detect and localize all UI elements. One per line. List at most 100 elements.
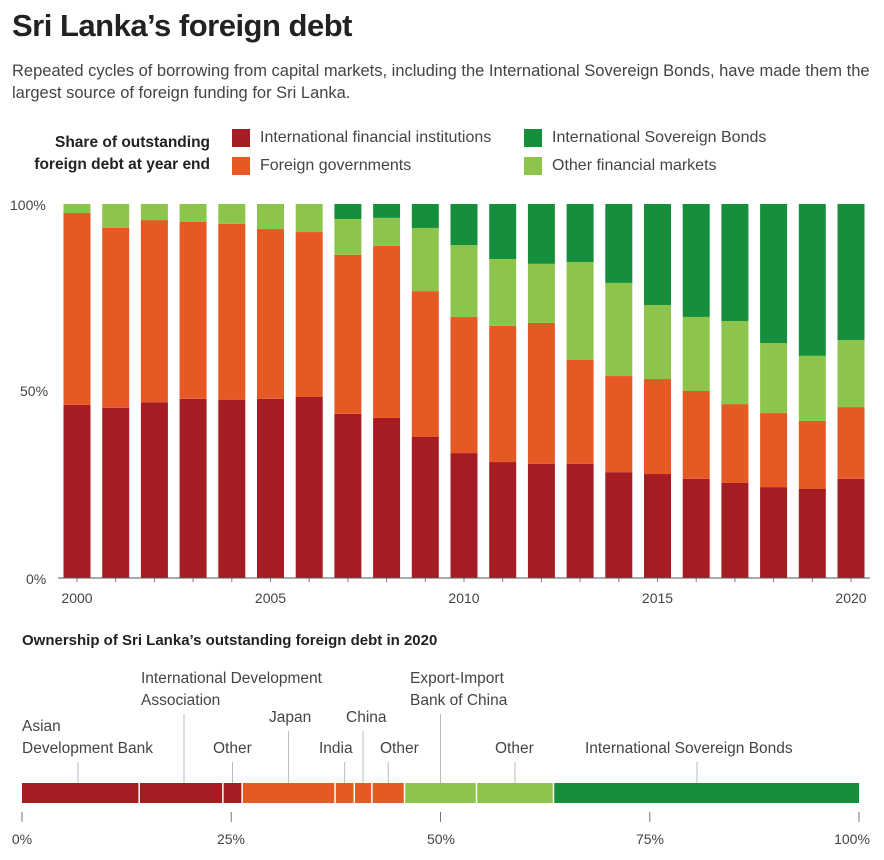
bar-isb-2010	[450, 204, 478, 246]
y-tick-label: 100%	[10, 197, 46, 213]
bar-ofm-2014	[605, 282, 633, 377]
bar-fg-2004	[218, 223, 246, 400]
segment-asian-development-bank	[22, 783, 140, 803]
segment-label-line: Other	[495, 740, 534, 757]
bar-ifi-2012	[527, 463, 555, 578]
bar-ofm-2007	[334, 218, 362, 255]
segment-label: Other	[380, 738, 419, 760]
bar-ifi-2003	[179, 398, 207, 578]
bar-fg-2012	[527, 322, 555, 464]
segment-label-line: Bank of China	[410, 692, 508, 709]
bar-fg-2016	[682, 391, 710, 479]
section-title: Ownership of Sri Lanka’s outstanding for…	[22, 632, 438, 649]
bar-fg-2001	[102, 227, 130, 408]
bar-fg-2011	[489, 325, 517, 463]
legend-swatch	[524, 157, 542, 175]
segment-india	[335, 783, 355, 803]
x-tick-label: 25%	[217, 831, 245, 847]
segment-label: Asian Development Bank	[22, 716, 153, 760]
bar-ifi-2017	[721, 483, 749, 578]
x-tick-label: 2000	[61, 590, 92, 606]
bar-fg-2019	[798, 420, 826, 489]
bar-ofm-2018	[760, 343, 788, 414]
legend-item-isb: International Sovereign Bonds	[524, 129, 766, 147]
segment-label-line: International Sovereign Bonds	[585, 740, 793, 757]
segment-label: China	[346, 707, 387, 729]
segment-label: India	[319, 738, 353, 760]
bar-ifi-2013	[566, 463, 594, 578]
bar-ofm-2004	[218, 204, 246, 224]
chart-title: Share of outstanding foreign debt at yea…	[14, 132, 210, 176]
bar-isb-2007	[334, 204, 362, 219]
bar-fg-2015	[644, 379, 671, 475]
segment-label-line: Asian	[22, 718, 61, 735]
bar-ofm-2011	[489, 258, 517, 326]
x-tick-label: 2015	[642, 590, 673, 606]
segment-other	[476, 783, 554, 803]
bar-ofm-2012	[527, 263, 555, 323]
bar-ofm-2019	[798, 355, 826, 421]
bar-ofm-2017	[721, 321, 749, 405]
bar-ofm-2016	[682, 316, 710, 391]
bar-ifi-2018	[760, 487, 788, 578]
page-title: Sri Lanka’s foreign debt	[12, 8, 352, 43]
segment-label-line: International Development	[141, 670, 322, 687]
legend-label: Foreign governments	[260, 157, 412, 174]
segment-label-line: India	[319, 740, 353, 757]
bar-fg-2018	[760, 413, 788, 488]
bar-isb-2014	[605, 204, 633, 283]
bar-fg-2006	[295, 232, 323, 397]
legend-item-ifi: International financial institutions	[232, 129, 491, 147]
segment-label-line: Other	[380, 740, 419, 757]
legend-label: Other financial markets	[552, 157, 717, 174]
bar-ofm-2020	[837, 340, 865, 408]
x-tick-label: 100%	[834, 831, 870, 847]
segment-export-import-bank-of-china	[404, 783, 477, 803]
bar-ifi-2000	[63, 404, 91, 578]
bar-ifi-2016	[682, 478, 710, 578]
bar-fg-2009	[411, 291, 439, 438]
segment-label-line: Association	[141, 692, 221, 709]
x-tick-label: 2010	[448, 590, 479, 606]
bar-ofm-2013	[566, 261, 594, 360]
bar-ofm-2000	[63, 204, 91, 213]
bar-ifi-2020	[837, 478, 865, 578]
bar-fg-2014	[605, 376, 633, 473]
bar-ifi-2004	[218, 399, 246, 578]
x-tick-label: 2005	[255, 590, 286, 606]
bar-fg-2008	[373, 245, 401, 418]
segment-label: International Development Association	[141, 668, 322, 712]
bar-isb-2019	[798, 204, 826, 356]
bar-ifi-2007	[334, 413, 362, 578]
legend-item-fg: Foreign governments	[232, 157, 411, 175]
bar-fg-2002	[140, 220, 168, 403]
segment-label-line: Japan	[269, 709, 312, 726]
bar-ofm-2005	[257, 204, 284, 230]
chart-title-line: foreign debt at year end	[34, 156, 210, 173]
segment-china	[354, 783, 372, 803]
legend-label: International Sovereign Bonds	[552, 129, 767, 146]
bar-ifi-2014	[605, 472, 633, 578]
bar-isb-2018	[760, 204, 788, 344]
bar-fg-2017	[721, 404, 749, 484]
legend-label: International financial institutions	[260, 129, 492, 146]
bar-ofm-2006	[295, 204, 323, 233]
bar-fg-2007	[334, 254, 362, 414]
bar-ifi-2010	[450, 453, 478, 578]
x-tick-label: 2020	[835, 590, 866, 606]
bar-isb-2013	[566, 204, 594, 262]
bar-isb-2011	[489, 204, 517, 259]
segment-label: Export-Import Bank of China	[410, 668, 507, 712]
segment-other	[222, 783, 243, 803]
bar-ofm-2002	[140, 204, 168, 221]
y-tick-label: 0%	[26, 571, 46, 587]
legend-item-ofm: Other financial markets	[524, 157, 717, 175]
bar-isb-2015	[644, 204, 671, 305]
segment-japan	[242, 783, 336, 803]
bar-isb-2008	[373, 204, 401, 218]
legend-swatch	[524, 129, 542, 147]
bar-ifi-2009	[411, 437, 439, 578]
segment-label: Japan	[269, 707, 311, 729]
bar-ifi-2015	[644, 474, 671, 578]
